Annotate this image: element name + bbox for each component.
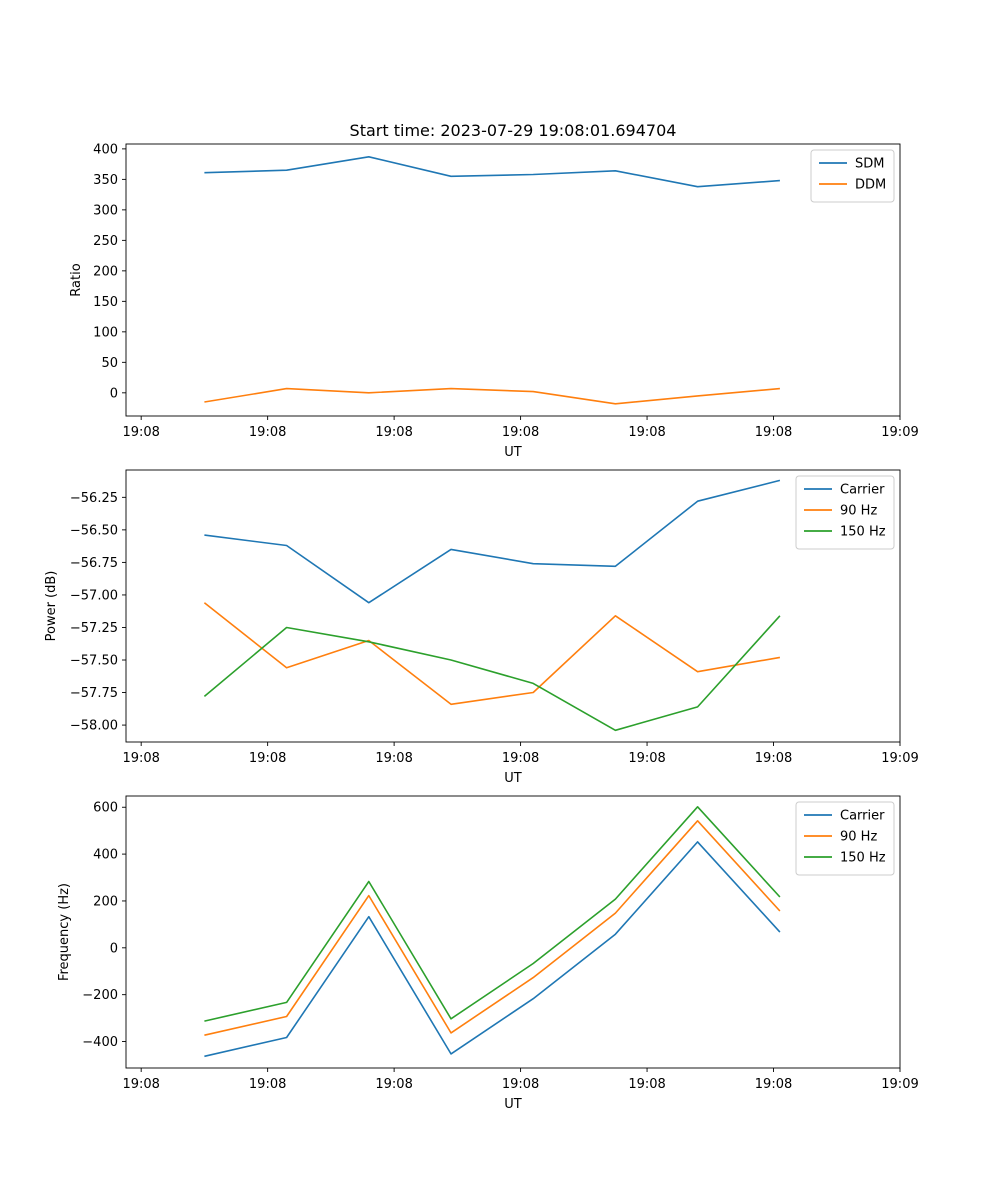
x-tick-label: 19:08 xyxy=(755,751,792,766)
panel-3: −400 −200 0 200 400 600 19:08 19:08 19:08 19:08 19… xyxy=(57,795,919,1112)
x-tick-label: 19:08 xyxy=(122,751,159,766)
legend-label-carrier: Carrier xyxy=(840,483,885,498)
x-tick-label: 19:08 xyxy=(249,751,286,766)
y-tick-label: 150 xyxy=(93,295,118,310)
series-line-150-hz xyxy=(204,805,781,1022)
x-tick-label: 19:09 xyxy=(881,1077,918,1092)
y-tick-label: −200 xyxy=(82,988,118,1003)
panels: 0 50 100 150 200 250 300 350 400 19:08 19:08 19:08 1… xyxy=(44,142,919,1112)
y-tick-label: 300 xyxy=(93,203,118,218)
x-tick-label: 19:08 xyxy=(375,751,412,766)
x-tick-label: 19:08 xyxy=(628,751,665,766)
legend-label-150-hz: 150 Hz xyxy=(840,525,886,540)
x-tick-label: 19:08 xyxy=(502,425,539,440)
figure-title: Start time: 2023-07-29 19:08:01.694704 xyxy=(350,121,677,140)
panel-1: 0 50 100 150 200 250 300 350 400 19:08 19:08 19:08 1… xyxy=(69,142,919,460)
series-line-90-hz xyxy=(203,602,781,706)
x-tick-label: 19:08 xyxy=(375,1077,412,1092)
series-line-150-hz xyxy=(203,615,781,732)
series-line-sdm xyxy=(204,156,780,188)
y-tick-label: 600 xyxy=(93,801,118,816)
axes-frame xyxy=(125,795,901,1069)
y-tick-label: −400 xyxy=(82,1035,118,1050)
y-tick-label: −56.25 xyxy=(70,491,118,506)
legend-label-90-hz: 90 Hz xyxy=(840,504,877,519)
x-tick-label: 19:08 xyxy=(249,1077,286,1092)
y-tick-label: −56.75 xyxy=(70,556,118,571)
y-tick-label: −57.50 xyxy=(70,654,118,669)
legend: SDM DDM xyxy=(810,149,895,203)
y-axis-label: Power (dB) xyxy=(44,571,59,642)
y-tick-label: 200 xyxy=(93,264,118,279)
y-tick-label: −57.75 xyxy=(70,686,118,701)
y-axis-label: Ratio xyxy=(69,263,84,296)
legend-label-sdm: SDM xyxy=(855,157,884,172)
x-axis-label: UT xyxy=(504,445,522,460)
x-axis-label: UT xyxy=(504,1097,522,1112)
x-axis-label: UT xyxy=(504,771,522,786)
series-line-carrier xyxy=(204,479,781,604)
panel-2: −58.00 −57.75 −57.50 −57.25 −57.00 −56.75 −56.… xyxy=(44,469,919,786)
legend: Carrier 90 Hz 150 Hz xyxy=(795,475,895,550)
x-tick-label: 19:08 xyxy=(502,1077,539,1092)
x-tick-label: 19:08 xyxy=(122,1077,159,1092)
series-line-90-hz xyxy=(204,819,781,1036)
series-line-carrier xyxy=(204,841,781,1058)
x-tick-label: 19:08 xyxy=(122,425,159,440)
y-tick-label: −56.50 xyxy=(70,523,118,538)
y-tick-label: −57.00 xyxy=(70,588,118,603)
y-tick-label: 400 xyxy=(93,142,118,157)
y-tick-label: 50 xyxy=(101,356,118,371)
y-tick-label: 0 xyxy=(110,941,118,956)
legend-label-150-hz: 150 Hz xyxy=(840,851,886,866)
x-tick-label: 19:09 xyxy=(881,751,918,766)
legend-label-carrier: Carrier xyxy=(840,809,885,824)
x-tick-label: 19:08 xyxy=(249,425,286,440)
y-tick-label: 400 xyxy=(93,848,118,863)
legend: Carrier 90 Hz 150 Hz xyxy=(795,801,895,876)
x-tick-label: 19:09 xyxy=(881,425,918,440)
y-tick-label: −57.25 xyxy=(70,621,118,636)
y-axis-label: Frequency (Hz) xyxy=(57,883,72,981)
axes-frame xyxy=(125,143,901,417)
x-tick-label: 19:08 xyxy=(628,425,665,440)
y-tick-label: 250 xyxy=(93,234,118,249)
x-tick-label: 19:08 xyxy=(502,751,539,766)
legend-label-90-hz: 90 Hz xyxy=(840,830,877,845)
x-tick-label: 19:08 xyxy=(755,425,792,440)
axes-frame xyxy=(125,469,901,743)
series-line-ddm xyxy=(204,387,780,405)
y-tick-label: 200 xyxy=(93,894,118,909)
legend-label-ddm: DDM xyxy=(855,178,886,193)
y-tick-label: 100 xyxy=(93,325,118,340)
x-tick-label: 19:08 xyxy=(628,1077,665,1092)
x-tick-label: 19:08 xyxy=(755,1077,792,1092)
y-tick-label: −58.00 xyxy=(70,719,118,734)
x-tick-label: 19:08 xyxy=(375,425,412,440)
y-tick-label: 350 xyxy=(93,173,118,188)
y-tick-label: 0 xyxy=(110,386,118,401)
